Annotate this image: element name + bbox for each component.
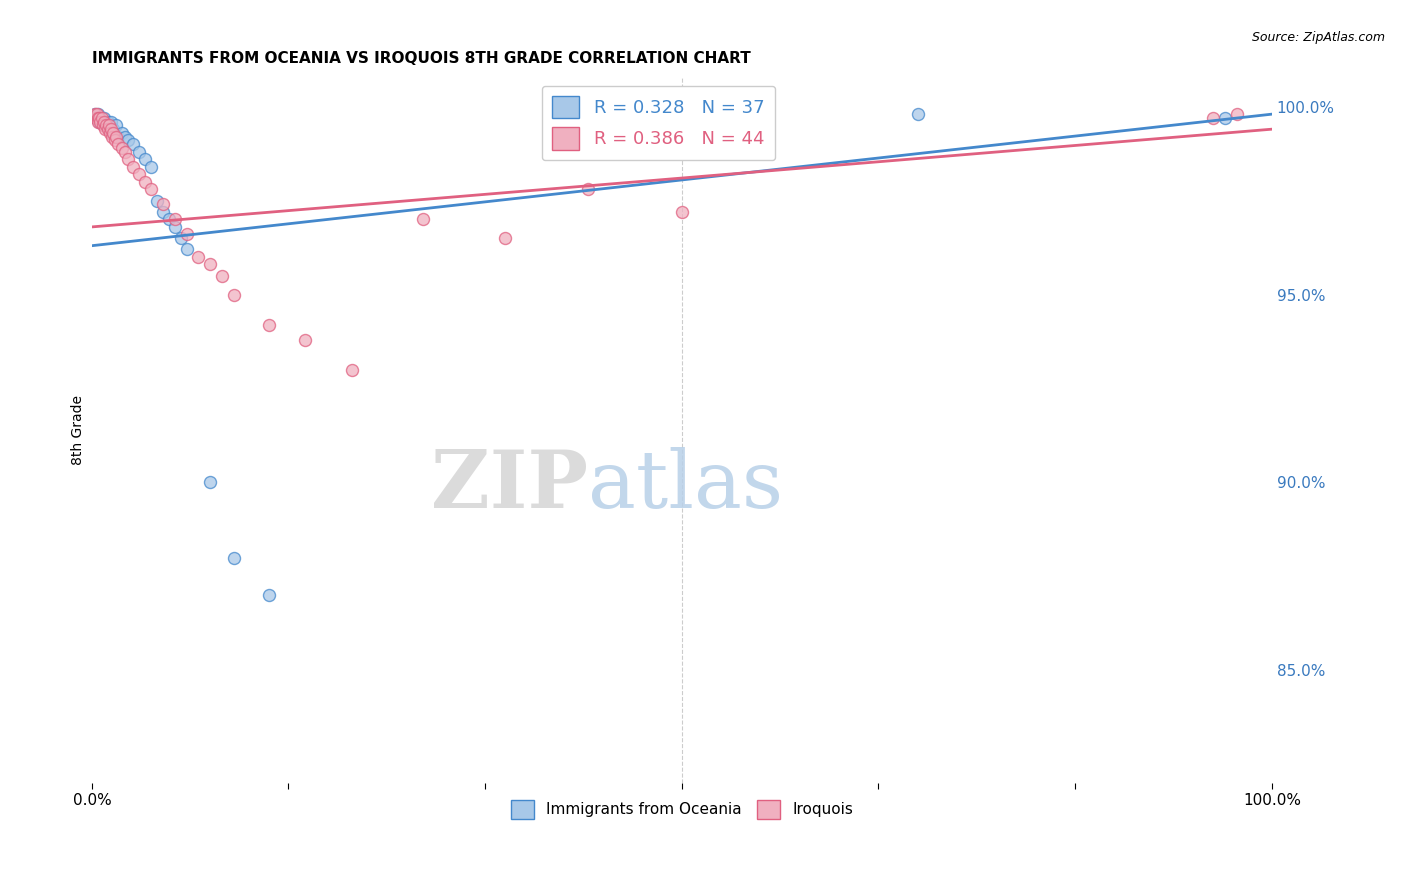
Point xyxy=(907,107,929,121)
Point xyxy=(89,111,111,125)
Point xyxy=(100,122,122,136)
Point xyxy=(222,287,245,301)
Point xyxy=(86,111,108,125)
Point xyxy=(97,122,120,136)
Point xyxy=(146,194,169,208)
Point xyxy=(107,137,129,152)
Point xyxy=(117,153,139,167)
Point xyxy=(211,268,233,283)
Point xyxy=(294,333,316,347)
Point xyxy=(83,107,105,121)
Point xyxy=(101,126,124,140)
Point xyxy=(111,126,134,140)
Point xyxy=(671,205,693,219)
Point xyxy=(103,122,125,136)
Point xyxy=(163,212,186,227)
Point xyxy=(152,197,174,211)
Point xyxy=(94,122,117,136)
Point xyxy=(107,129,129,144)
Point xyxy=(114,129,136,144)
Point xyxy=(163,219,186,234)
Point xyxy=(91,119,114,133)
Point xyxy=(257,318,280,332)
Point xyxy=(340,362,363,376)
Text: IMMIGRANTS FROM OCEANIA VS IROQUOIS 8TH GRADE CORRELATION CHART: IMMIGRANTS FROM OCEANIA VS IROQUOIS 8TH … xyxy=(93,51,751,66)
Point xyxy=(122,137,145,152)
Point xyxy=(93,114,115,128)
Point xyxy=(98,126,121,140)
Point xyxy=(198,257,221,271)
Point xyxy=(412,212,434,227)
Point xyxy=(94,114,117,128)
Point xyxy=(89,114,111,128)
Point xyxy=(89,114,111,128)
Point xyxy=(84,111,107,125)
Point xyxy=(104,129,127,144)
Point xyxy=(96,114,118,128)
Legend: Immigrants from Oceania, Iroquois: Immigrants from Oceania, Iroquois xyxy=(505,794,859,825)
Point xyxy=(87,107,110,121)
Point xyxy=(96,122,118,136)
Point xyxy=(103,126,125,140)
Point xyxy=(117,133,139,147)
Point xyxy=(576,182,599,196)
Point xyxy=(257,588,280,602)
Point xyxy=(93,111,115,125)
Point xyxy=(152,205,174,219)
Point xyxy=(1202,111,1225,125)
Point xyxy=(87,114,110,128)
Point xyxy=(111,141,134,155)
Point xyxy=(1225,107,1247,121)
Point xyxy=(134,153,156,167)
Point xyxy=(96,119,118,133)
Point xyxy=(169,231,191,245)
Text: Source: ZipAtlas.com: Source: ZipAtlas.com xyxy=(1251,31,1385,45)
Point xyxy=(198,475,221,490)
Point xyxy=(1213,111,1236,125)
Point xyxy=(90,111,112,125)
Point xyxy=(93,119,115,133)
Point xyxy=(84,111,107,125)
Point xyxy=(86,107,108,121)
Point xyxy=(141,182,163,196)
Point xyxy=(89,111,111,125)
Text: ZIP: ZIP xyxy=(430,447,588,525)
Point xyxy=(96,119,118,133)
Text: atlas: atlas xyxy=(588,447,783,525)
Point xyxy=(494,231,516,245)
Point xyxy=(176,227,198,242)
Point xyxy=(187,250,209,264)
Point xyxy=(134,175,156,189)
Point xyxy=(104,133,127,147)
Point xyxy=(101,129,124,144)
Point xyxy=(128,167,150,181)
Point xyxy=(87,111,110,125)
Point xyxy=(222,550,245,565)
Point xyxy=(98,119,121,133)
Point xyxy=(83,107,105,121)
Point xyxy=(141,160,163,174)
Point xyxy=(157,212,180,227)
Y-axis label: 8th Grade: 8th Grade xyxy=(72,395,86,465)
Point xyxy=(122,160,145,174)
Point xyxy=(104,119,127,133)
Point xyxy=(114,145,136,159)
Point xyxy=(128,145,150,159)
Point xyxy=(90,114,112,128)
Point xyxy=(100,114,122,128)
Point xyxy=(176,243,198,257)
Point xyxy=(97,119,120,133)
